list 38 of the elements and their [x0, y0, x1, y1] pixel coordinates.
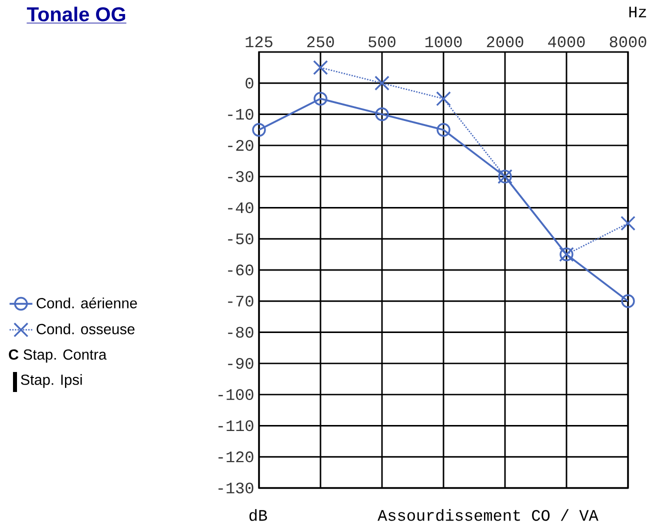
point — [436, 91, 451, 106]
point — [252, 122, 266, 137]
y-tick-label: -10 — [228, 108, 254, 120]
point — [436, 122, 450, 137]
y-tick-label: -80 — [228, 326, 254, 338]
y-tick-label: -30 — [228, 171, 254, 182]
x-tick-label: 125 — [246, 36, 272, 48]
text: Assourdissement CO / VA — [378, 509, 598, 521]
y-tick-label: 0 — [246, 78, 254, 89]
y-tick-label: -70 — [228, 296, 254, 307]
y-axis-title: dB — [249, 509, 267, 521]
y-tick-label: -20 — [228, 140, 254, 151]
y-tick-label: -120 — [218, 451, 254, 462]
text: Stap. Ipsi — [20, 374, 82, 388]
point — [620, 216, 636, 231]
point — [314, 92, 328, 106]
x-tick-label: 1000 — [425, 36, 462, 48]
x-tick-label: 8000 — [610, 36, 646, 48]
x-tick-label: 4000 — [548, 36, 585, 48]
point — [375, 107, 389, 122]
x-tick-label: 500 — [368, 36, 396, 48]
y-tick-label: -50 — [228, 233, 254, 244]
text: Tonale OG — [26, 6, 126, 22]
legend-label: Cond. osseuse — [36, 324, 134, 334]
y-tick-label: -100 — [218, 389, 254, 400]
y-tick-label: -60 — [228, 264, 254, 276]
x-axis-title: Hz — [629, 6, 646, 18]
y-tick-label: -40 — [228, 202, 254, 214]
point — [313, 60, 328, 76]
point — [621, 294, 635, 308]
x-tick-label: 250 — [307, 36, 334, 48]
text: C Stap. Contra — [8, 349, 107, 363]
point — [374, 76, 390, 91]
y-tick-label: -90 — [228, 358, 254, 369]
x-tick-label: 2000 — [486, 36, 524, 48]
y-tick-label: -130 — [218, 482, 254, 494]
y-tick-label: -110 — [218, 420, 254, 432]
legend-label: Cond. aérienne — [36, 297, 137, 308]
